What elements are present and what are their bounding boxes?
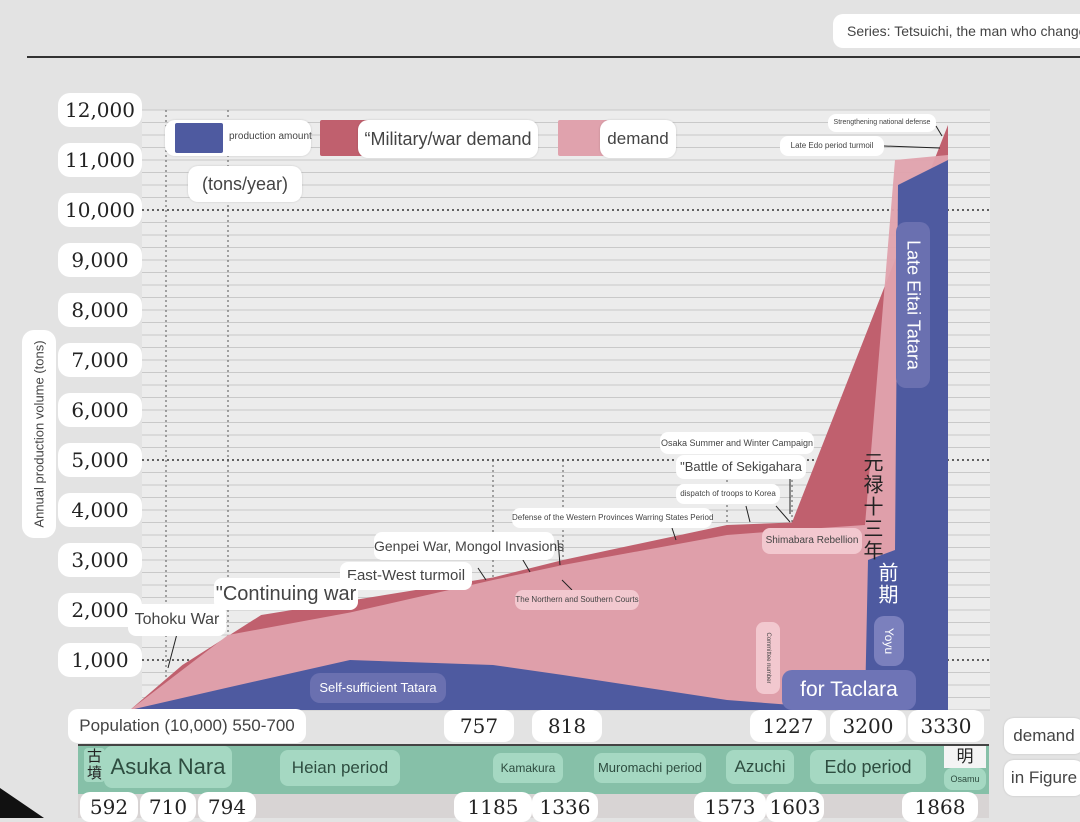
annotation-continuing-war: "Continuing war [214, 578, 358, 610]
annotation-western-provinces: Defense of the Western Provinces Warring… [512, 508, 713, 528]
year-1573: 1573 [694, 792, 766, 822]
label-yoyu-text: Yoyu [882, 627, 896, 655]
period-muromachi: Muromachi period [594, 753, 706, 783]
y-tick-label: 12,000 [58, 93, 142, 127]
annotation-committee-text: Committee number [765, 632, 771, 684]
period-azuchi: Azuchi [726, 750, 794, 784]
annotation-leader [935, 125, 943, 137]
label-for-taclara: for Taclara [782, 670, 916, 710]
annotation-committee: Committee number [756, 622, 780, 694]
period-edo: Edo period [810, 750, 926, 784]
production-area [130, 160, 948, 710]
population-3200: 3200 [830, 710, 906, 742]
y-tick-label: 10,000 [58, 193, 142, 227]
annotation-shimabara: Shimabara Rebellion [762, 528, 862, 554]
legend-production: production amount [165, 120, 312, 156]
y-tick-label: 5,000 [58, 443, 142, 477]
side-label-in-figure: in Figure [1004, 760, 1080, 796]
annotation-korea: dispatch of troops to Korea [676, 484, 780, 504]
y-axis-title: Annual production volume (tons) [22, 330, 56, 538]
annotation-leader [883, 145, 941, 149]
annotation-east-west: East-West turmoil [340, 562, 472, 590]
series-caption: Series: Tetsuichi, the man who changed A… [833, 14, 1080, 48]
population-818: 818 [532, 710, 602, 742]
population-3330: 3330 [908, 710, 984, 742]
annotation-leader [671, 527, 677, 541]
label-genroku: 元禄十三年 [860, 452, 884, 562]
annotation-north-south: The Northern and Southern Courts [515, 590, 639, 610]
y-axis-title-text: Annual production volume (tons) [31, 340, 47, 528]
population-1227: 1227 [750, 710, 826, 742]
y-tick-label: 8,000 [58, 293, 142, 327]
label-zenki: 前期 [875, 562, 899, 606]
period-heian: Heian period [280, 750, 400, 786]
y-tick-label: 9,000 [58, 243, 142, 277]
year-1336: 1336 [532, 792, 598, 822]
y-tick-label: 1,000 [58, 643, 142, 677]
period-kamakura: Kamakura [493, 753, 563, 783]
legend-production-label: production amount [229, 131, 312, 142]
period-meiji: 明 [944, 746, 986, 768]
year-1185: 1185 [454, 792, 532, 822]
annotation-strengthening: Strengthening national defense [828, 114, 936, 132]
background-shadow [0, 788, 44, 818]
year-794: 794 [198, 792, 256, 822]
annotation-leader [745, 505, 751, 523]
y-tick-label: 7,000 [58, 343, 142, 377]
y-tick-label: 4,000 [58, 493, 142, 527]
year-1868: 1868 [902, 792, 978, 822]
annotation-tohoku: Tohoku War [128, 604, 226, 636]
annotation-late-edo: Late Edo period turmoil [780, 136, 884, 156]
unit-label: (tons/year) [188, 166, 302, 202]
period-asuka-nara: Asuka Nara [104, 746, 232, 788]
annotation-leader [167, 629, 179, 669]
label-self-sufficient-tatara: Self-sufficient Tatara [310, 673, 446, 703]
annotation-sekigahara: "Battle of Sekigahara [676, 455, 806, 479]
annotation-leader [775, 505, 791, 523]
divider [27, 56, 1080, 58]
annotation-leader [557, 539, 561, 566]
period-osamu: Osamu [944, 768, 986, 790]
population-label: Population (10,000) 550-700 [68, 709, 306, 743]
period-kofun: 古墳 [84, 748, 105, 782]
side-label-demand: demand [1004, 718, 1080, 754]
legend-demand-swatch [558, 120, 608, 156]
annotation-genpei: Genpei War, Mongol Invasions [374, 532, 564, 560]
legend-military-label: “Military/war demand [358, 120, 538, 158]
legend-production-swatch [175, 123, 223, 153]
label-yoyu: Yoyu [874, 616, 904, 666]
population-757: 757 [444, 710, 514, 742]
label-late-eitai-text: Late Eitai Tatara [903, 240, 924, 370]
y-tick-label: 3,000 [58, 543, 142, 577]
annotation-leader [561, 579, 573, 591]
label-late-eitai-tatara: Late Eitai Tatara [896, 222, 930, 388]
year-710: 710 [140, 792, 196, 822]
legend-demand-label: demand [600, 120, 676, 158]
y-tick-label: 11,000 [58, 143, 142, 177]
year-592: 592 [80, 792, 138, 822]
annotation-osaka: Osaka Summer and Winter Campaign [660, 432, 814, 454]
y-tick-label: 6,000 [58, 393, 142, 427]
year-1603: 1603 [766, 792, 824, 822]
annotation-leader [477, 567, 487, 581]
demand-area [130, 155, 948, 710]
